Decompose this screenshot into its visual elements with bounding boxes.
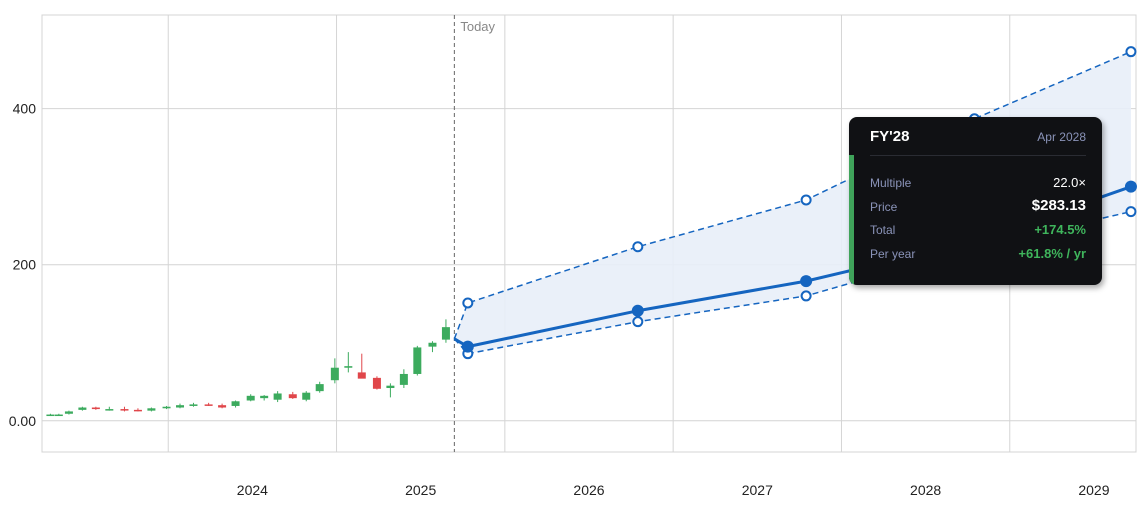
candle-body	[315, 384, 324, 392]
plot-frame	[41, 14, 1137, 453]
projection-mid-point	[631, 304, 644, 317]
projection-low-point	[1125, 206, 1137, 218]
candle-body	[399, 373, 408, 385]
x-tick-label: 2026	[573, 482, 604, 498]
candle-body	[428, 342, 437, 347]
total-value: +174.5%	[1034, 222, 1086, 237]
y-tick-label: 0.00	[9, 413, 36, 429]
candle-body	[260, 395, 269, 399]
candle-body	[288, 394, 297, 399]
candle-body	[189, 404, 198, 406]
projection-low-point	[632, 316, 644, 328]
tooltip-fy28: FY'28 Apr 2028 Multiple 22.0× Price $283…	[849, 117, 1102, 285]
projection-high-point	[462, 297, 474, 309]
multiple-label: Multiple	[870, 176, 912, 190]
projection-low-point	[800, 290, 812, 302]
candle-body	[54, 414, 63, 417]
price-value: $283.13	[1031, 197, 1086, 214]
tooltip-row-total: Total +174.5%	[870, 221, 1086, 241]
projection-high-point	[632, 241, 644, 253]
candle-body	[386, 385, 395, 389]
candle-body	[218, 405, 227, 408]
tooltip-accent-bar	[849, 155, 854, 285]
price-label: Price	[870, 200, 898, 214]
projection-mid-point	[800, 275, 813, 288]
candle-body	[231, 401, 240, 406]
tooltip-title: FY'28	[870, 128, 910, 145]
projection-high-point	[800, 194, 812, 206]
candle-body	[120, 409, 129, 411]
x-tick-label: 2024	[237, 482, 268, 498]
projection-mid-point	[1124, 180, 1137, 193]
candle-body	[330, 367, 339, 381]
multiple-value: 22.0×	[1053, 175, 1086, 190]
x-tick-label: 2027	[742, 482, 773, 498]
candle-body	[413, 347, 422, 374]
x-tick-label: 2028	[910, 482, 941, 498]
candle-body	[147, 408, 156, 411]
candle-body	[133, 409, 142, 412]
tooltip-divider	[870, 155, 1086, 156]
candle-body	[357, 372, 366, 379]
y-tick-label: 400	[13, 101, 37, 117]
tooltip-row-price: Price $283.13	[870, 197, 1086, 218]
projection-mid-point	[461, 340, 474, 353]
candle-body	[176, 405, 185, 408]
x-tick-label: 2029	[1078, 482, 1109, 498]
candle-body	[204, 404, 213, 406]
today-label: Today	[460, 19, 495, 34]
projection-high-point	[1125, 46, 1137, 58]
candle-body	[302, 392, 311, 400]
tooltip-row-per-year: Per year +61.8% / yr	[870, 245, 1086, 265]
candle-body	[441, 327, 450, 340]
tooltip-date: Apr 2028	[1037, 130, 1086, 144]
candle-body	[78, 407, 87, 410]
candle-body	[246, 395, 255, 401]
x-tick-label: 2025	[405, 482, 436, 498]
candle-body	[344, 366, 353, 368]
candle-body	[64, 411, 73, 414]
per-year-value: +61.8% / yr	[1018, 246, 1086, 261]
projection-high-line	[453, 50, 1132, 340]
candle-body	[105, 409, 114, 411]
candle-body	[91, 407, 100, 410]
tooltip-row-multiple: Multiple 22.0×	[870, 174, 1086, 194]
candle-body	[372, 377, 381, 389]
candle-body	[273, 393, 282, 400]
per-year-label: Per year	[870, 247, 916, 261]
total-label: Total	[870, 223, 896, 237]
candle-body	[46, 414, 55, 417]
y-tick-label: 200	[13, 257, 37, 273]
candle-body	[162, 406, 171, 409]
